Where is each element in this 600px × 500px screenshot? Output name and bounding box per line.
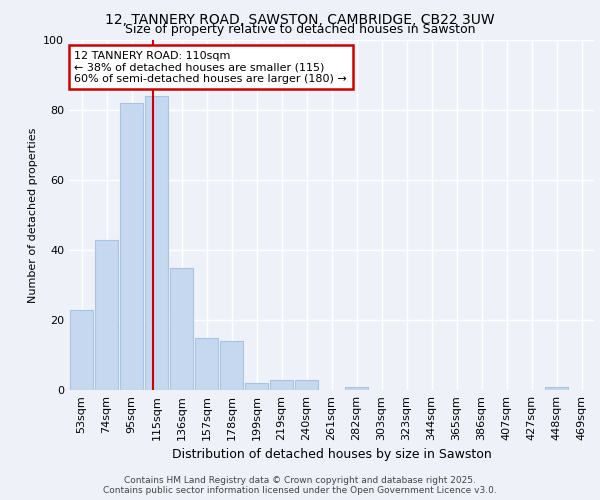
Bar bbox=[195, 338, 218, 390]
Bar bbox=[70, 310, 93, 390]
Bar bbox=[345, 386, 368, 390]
Y-axis label: Number of detached properties: Number of detached properties bbox=[28, 128, 38, 302]
Bar bbox=[270, 380, 293, 390]
Bar bbox=[545, 386, 568, 390]
X-axis label: Distribution of detached houses by size in Sawston: Distribution of detached houses by size … bbox=[172, 448, 491, 462]
Bar bbox=[120, 103, 143, 390]
Text: Contains HM Land Registry data © Crown copyright and database right 2025.
Contai: Contains HM Land Registry data © Crown c… bbox=[103, 476, 497, 495]
Bar bbox=[220, 341, 243, 390]
Bar bbox=[245, 383, 268, 390]
Text: Size of property relative to detached houses in Sawston: Size of property relative to detached ho… bbox=[125, 22, 475, 36]
Bar bbox=[145, 96, 168, 390]
Bar bbox=[95, 240, 118, 390]
Bar bbox=[170, 268, 193, 390]
Bar bbox=[295, 380, 318, 390]
Text: 12 TANNERY ROAD: 110sqm
← 38% of detached houses are smaller (115)
60% of semi-d: 12 TANNERY ROAD: 110sqm ← 38% of detache… bbox=[74, 50, 347, 84]
Text: 12, TANNERY ROAD, SAWSTON, CAMBRIDGE, CB22 3UW: 12, TANNERY ROAD, SAWSTON, CAMBRIDGE, CB… bbox=[105, 12, 495, 26]
